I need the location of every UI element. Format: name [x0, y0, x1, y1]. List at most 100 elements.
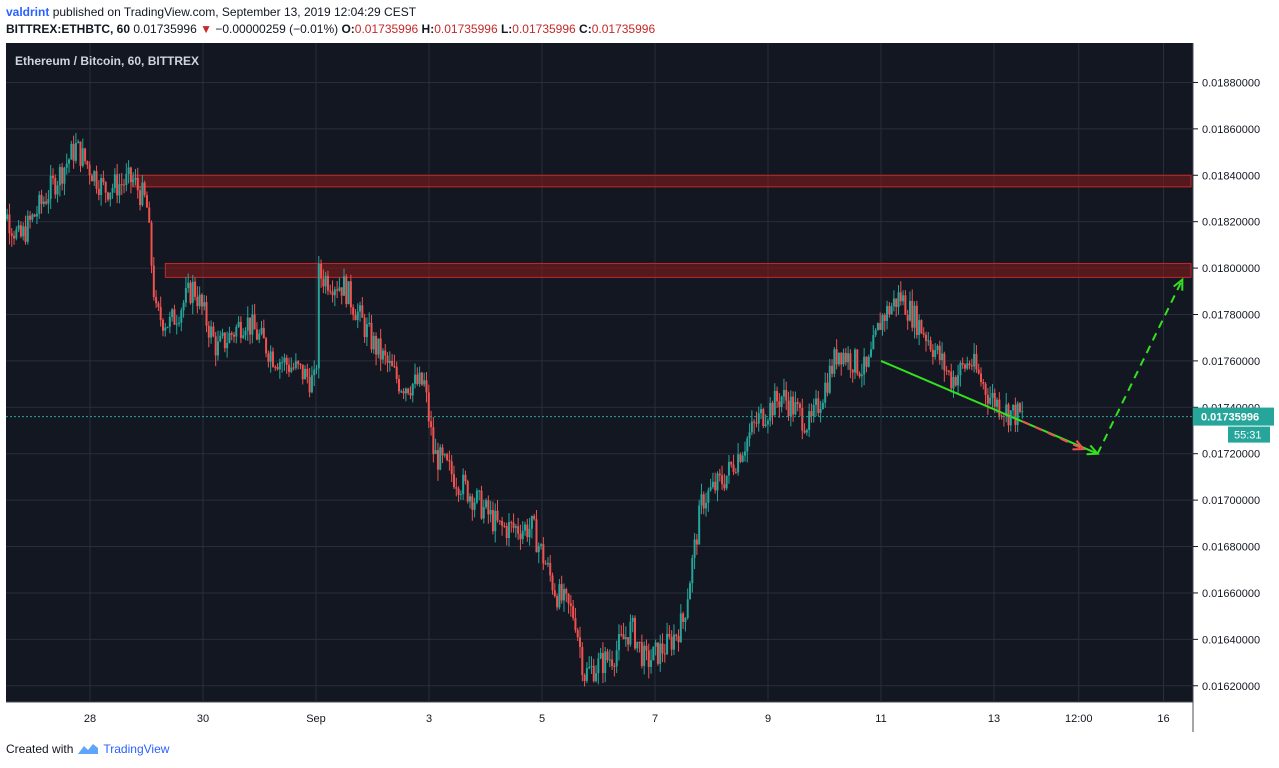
candle-body [430, 421, 433, 428]
candle-body [283, 357, 286, 363]
chart-container[interactable]: 0.01880000 0.01860000 0.01840000 0.01820000… [6, 43, 1274, 732]
candle-body [908, 300, 911, 321]
y-tick-label: 0.01680000 [1202, 542, 1260, 554]
candle-body [789, 396, 792, 417]
candle-body [592, 665, 595, 682]
candle-body [925, 334, 928, 341]
candle-body [1021, 411, 1024, 413]
candle-body [604, 651, 607, 674]
countdown-label: 55:31 [1234, 430, 1262, 442]
candle-body [267, 353, 270, 362]
candle-body [984, 383, 987, 395]
candle-body [805, 429, 808, 433]
open-value: 0.01735996 [354, 22, 419, 36]
candle-body [93, 171, 96, 182]
candle-body [251, 314, 254, 335]
candle-body [998, 399, 1001, 416]
y-tick-label: 0.01620000 [1202, 681, 1260, 693]
candle-body [611, 659, 614, 666]
candle-body [879, 323, 882, 330]
candle-body [310, 375, 313, 393]
x-tick-label: 28 [84, 713, 96, 725]
candle-body [58, 167, 61, 186]
candle-body [86, 161, 89, 165]
candle-body [688, 583, 691, 600]
candle-body [718, 473, 721, 476]
candle-body [168, 316, 171, 327]
candle-body [505, 526, 508, 538]
candle-body [574, 618, 577, 631]
candle-body [320, 263, 323, 279]
candle-body [381, 350, 384, 360]
candle-body [26, 215, 29, 242]
candle-body [966, 363, 969, 369]
candle-body [118, 184, 121, 196]
candle-body [281, 362, 284, 364]
y-tick-label: 0.01840000 [1202, 170, 1260, 182]
price-axis[interactable] [1193, 43, 1274, 732]
candle-body [70, 143, 73, 160]
candle-body [666, 633, 669, 655]
candle-body [991, 392, 994, 398]
candle-body [627, 637, 630, 645]
candle-body [647, 650, 650, 667]
x-tick-label: 3 [426, 713, 432, 725]
candle-body [469, 496, 472, 502]
candle-body [565, 589, 568, 594]
candle-body [739, 454, 742, 462]
candle-body [111, 188, 114, 193]
candle-body [166, 326, 169, 328]
created-with-label: Created with [6, 742, 74, 756]
tradingview-logo-icon [78, 744, 99, 754]
candle-body [817, 398, 820, 413]
author-link[interactable]: valdrint [6, 5, 50, 19]
candle-body [400, 391, 403, 393]
candle-body [219, 335, 222, 342]
candle-body [152, 265, 155, 298]
candle-body [221, 332, 224, 336]
candle-body [996, 399, 999, 407]
projection-dashed-line [1096, 279, 1184, 455]
candle-body [661, 643, 664, 654]
candle-body [936, 345, 939, 351]
candle-body [792, 396, 795, 415]
candle-body [810, 411, 813, 417]
candle-body [1005, 404, 1008, 416]
x-tick-label: Sep [306, 713, 326, 725]
candle-body [881, 315, 884, 330]
candle-body [730, 461, 733, 465]
candle-body [815, 398, 818, 405]
time-axis[interactable] [6, 702, 1193, 732]
candle-body [379, 338, 382, 360]
candle-body [870, 349, 873, 357]
y-tick-label: 0.01640000 [1202, 634, 1260, 646]
projection-dashed-line [1021, 420, 1084, 450]
candle-body [411, 383, 414, 396]
candle-body [391, 360, 394, 367]
candle-body [450, 461, 453, 475]
price-chart[interactable]: 0.01880000 0.01860000 0.01840000 0.01820000… [6, 43, 1274, 732]
candle-body [161, 319, 164, 331]
candle-body [569, 603, 572, 607]
candle-body [886, 305, 889, 321]
candle-body [608, 659, 611, 661]
candle-body [315, 368, 318, 370]
candle-body [164, 327, 167, 331]
candle-body [265, 338, 268, 354]
candle-body [331, 291, 334, 296]
candle-body [29, 215, 32, 220]
candle-body [526, 524, 529, 538]
candle-body [929, 340, 932, 350]
candle-body [535, 519, 538, 553]
candle-body [1000, 415, 1003, 417]
candle-body [354, 314, 357, 321]
candle-body [938, 345, 941, 361]
candle-body [113, 174, 116, 189]
candle-body [246, 317, 249, 331]
candle-body [993, 392, 996, 407]
candle-body [184, 288, 187, 303]
candle-body [576, 630, 579, 638]
tradingview-link[interactable]: TradingView [103, 742, 170, 756]
candle-body [342, 276, 345, 296]
candle-body [326, 275, 329, 291]
